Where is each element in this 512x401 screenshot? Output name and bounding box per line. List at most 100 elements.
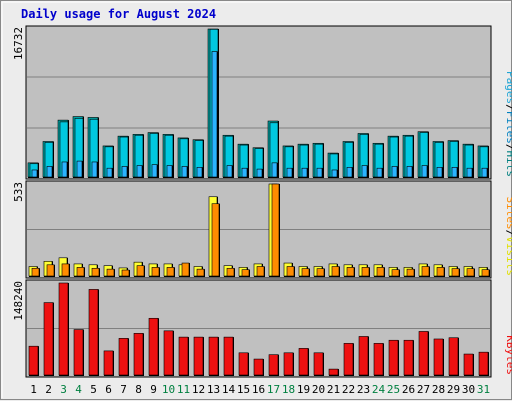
bar-pages-23: [361, 165, 368, 178]
bar-kbytes-24: [373, 343, 384, 376]
xtick-label-19: 19: [297, 383, 310, 396]
bar-pages-24: [376, 167, 383, 178]
xtick-label-29: 29: [447, 383, 460, 396]
bar-pages-7: [121, 166, 128, 178]
xtick-label-13: 13: [207, 383, 220, 396]
bar-sites-4: [76, 267, 85, 277]
xtick-label-7: 7: [120, 383, 127, 396]
xtick-label-21: 21: [327, 383, 340, 396]
bar-kbytes-1: [28, 345, 39, 376]
bar-pages-4: [76, 160, 83, 178]
bar-sites-12: [196, 268, 205, 277]
bar-kbytes-28: [433, 338, 444, 376]
bar-pages-27: [421, 165, 428, 178]
bar-sites-13: [211, 203, 220, 277]
bar-kbytes-29: [448, 337, 459, 376]
bar-sites-25: [391, 269, 400, 277]
xtick-label-10: 10: [162, 383, 175, 396]
xtick-label-6: 6: [105, 383, 112, 396]
xtick-label-12: 12: [192, 383, 205, 396]
bar-sites-6: [106, 268, 115, 277]
bar-pages-19: [301, 167, 308, 178]
bar-sites-18: [286, 266, 295, 277]
legend-item-hits: Hits: [504, 151, 512, 178]
xtick-label-30: 30: [462, 383, 475, 396]
bar-kbytes-9: [148, 317, 159, 376]
bar-sites-5: [91, 267, 100, 277]
bar-pages-11: [181, 166, 188, 178]
xtick-label-20: 20: [312, 383, 325, 396]
bar-sites-3: [61, 263, 70, 277]
bar-pages-2: [46, 166, 53, 178]
xtick-label-15: 15: [237, 383, 250, 396]
legend-item-pages: Pages: [504, 71, 512, 104]
bar-kbytes-3: [58, 282, 69, 376]
bar-pages-12: [196, 167, 203, 178]
xtick-label-2: 2: [45, 383, 52, 396]
bar-kbytes-22: [343, 343, 354, 376]
bar-kbytes-4: [73, 329, 84, 376]
bar-pages-18: [286, 167, 293, 178]
bar-kbytes-10: [163, 330, 174, 376]
chart-title: Daily usage for August 2024: [21, 7, 216, 21]
bar-pages-13: [211, 51, 218, 178]
xtick-label-26: 26: [402, 383, 415, 396]
x-axis: 1 2 3 4 5 6 7 8 9 10 11 12 13 14 15 16 17 18 19 20 21 22 23 24 2…: [30, 383, 490, 396]
bar-pages-14: [226, 165, 233, 178]
legend-item-sep1: /: [504, 230, 512, 237]
bar-pages-16: [256, 168, 263, 178]
bar-pages-5: [91, 161, 98, 178]
panel-visits-sites: 533: [12, 180, 492, 279]
bar-sites-23: [361, 267, 370, 277]
legend-item-sites: Sites: [504, 197, 512, 230]
xtick-label-14: 14: [222, 383, 236, 396]
xtick-label-1: 1: [30, 383, 37, 396]
bar-sites-9: [151, 267, 160, 277]
bar-sites-7: [121, 269, 130, 277]
bar-kbytes-11: [178, 336, 189, 376]
bar-sites-24: [376, 267, 385, 277]
bar-kbytes-5: [88, 289, 99, 376]
legend-item-sep2: /: [504, 144, 512, 151]
xtick-label-11: 11: [177, 383, 190, 396]
bar-pages-15: [241, 167, 248, 178]
bar-sites-30: [466, 268, 475, 277]
bar-kbytes-2: [43, 302, 54, 376]
bar-pages-29: [451, 167, 458, 178]
bar-kbytes-13: [208, 336, 219, 376]
bar-sites-29: [451, 268, 460, 277]
bar-pages-6: [106, 167, 113, 178]
bar-kbytes-27: [418, 331, 429, 376]
xtick-label-17: 17: [267, 383, 280, 396]
bar-sites-28: [436, 267, 445, 277]
bar-kbytes-14: [223, 336, 234, 376]
bar-pages-26: [406, 166, 413, 178]
bar-kbytes-7: [118, 338, 129, 376]
bar-kbytes-8: [133, 333, 144, 376]
legend-panel2: Sites/Visits: [504, 197, 512, 277]
bar-kbytes-21: [328, 368, 339, 376]
bar-pages-22: [346, 167, 353, 178]
ytick-label-hits-files-pages: 16732: [12, 27, 25, 60]
bar-sites-11: [181, 262, 190, 277]
panel-kbytes: 148240: [12, 279, 492, 378]
xtick-label-23: 23: [357, 383, 370, 396]
bar-pages-21: [331, 169, 338, 178]
xtick-label-31: 31: [477, 383, 490, 396]
ytick-label-visits-sites: 533: [12, 182, 25, 202]
bar-sites-8: [136, 265, 145, 277]
bar-sites-2: [46, 264, 55, 277]
bar-sites-15: [241, 269, 250, 277]
xtick-label-16: 16: [252, 383, 265, 396]
bar-pages-9: [151, 164, 158, 178]
bar-pages-1: [31, 169, 38, 178]
bar-kbytes-18: [283, 352, 294, 376]
xtick-label-27: 27: [417, 383, 430, 396]
xtick-label-18: 18: [282, 383, 295, 396]
bar-pages-17: [271, 162, 278, 178]
bar-kbytes-23: [358, 336, 369, 376]
bar-pages-20: [316, 167, 323, 178]
xtick-label-8: 8: [135, 383, 142, 396]
